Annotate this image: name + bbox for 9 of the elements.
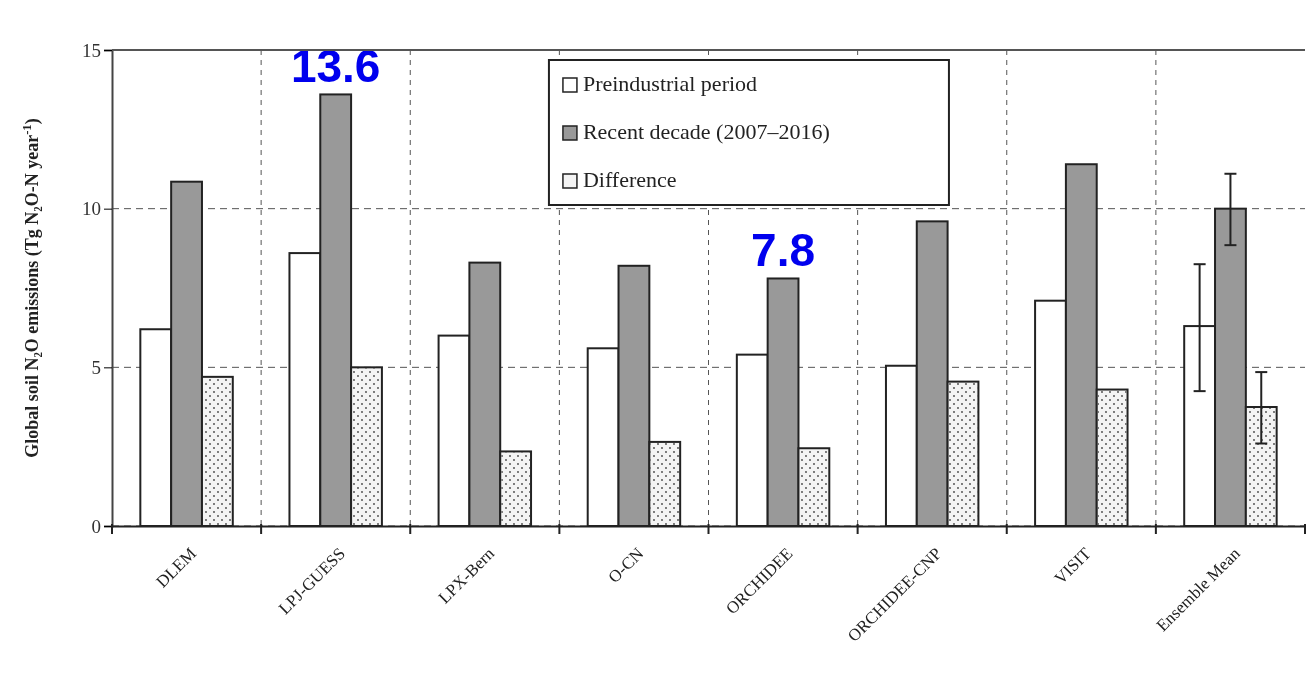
y-tick-label: 10 (82, 198, 101, 220)
data-label: 13.6 (290, 40, 381, 93)
legend-label: Preindustrial period (582, 71, 758, 96)
legend-label: Difference (582, 167, 677, 192)
legend-label: Recent decade (2007–2016) (582, 119, 830, 144)
data-label: 7.8 (751, 224, 816, 277)
y-tick-label: 15 (82, 39, 101, 61)
y-tick-label: 5 (91, 356, 101, 378)
y-tick-label: 0 (91, 515, 101, 537)
